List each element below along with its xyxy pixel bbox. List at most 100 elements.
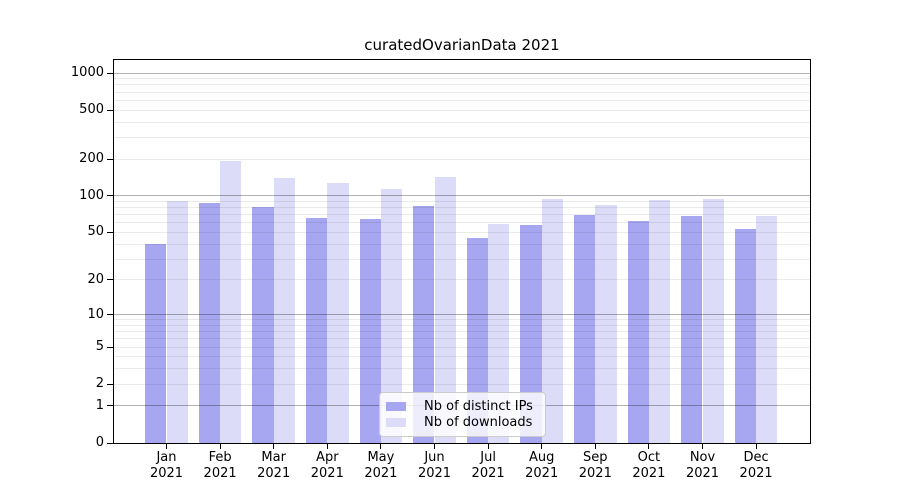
- gridline-minor-60: [114, 222, 810, 224]
- y-tick-50: [107, 231, 113, 233]
- x-tick-year-feb: 2021: [203, 465, 237, 481]
- x-tick-year-apr: 2021: [310, 465, 344, 481]
- bars-layer: [114, 60, 810, 443]
- y-tick-label-2: 2: [95, 376, 104, 392]
- bar-nb-of-distinct-ips-aug: [520, 224, 542, 443]
- x-tick-feb: [219, 444, 221, 449]
- y-tick-100: [107, 195, 113, 197]
- y-tick-label-5: 5: [95, 339, 104, 355]
- x-tick-year-mar: 2021: [257, 465, 291, 481]
- gridline-minor-5: [114, 346, 810, 348]
- y-tick-label-10: 10: [87, 306, 104, 322]
- legend-swatch-downloads: [386, 418, 406, 428]
- gridline-minor-200: [114, 158, 810, 160]
- bar-nb-of-downloads-nov: [702, 199, 724, 443]
- bar-nb-of-distinct-ips-mar: [252, 207, 274, 443]
- x-tick-label-aug: Aug 2021: [514, 450, 570, 481]
- bar-nb-of-distinct-ips-jan: [145, 244, 167, 443]
- x-tick-jun: [434, 444, 435, 449]
- y-tick-label-1000: 1000: [70, 65, 104, 81]
- x-tick-jan: [166, 444, 167, 449]
- gridline-minor-9: [114, 319, 810, 321]
- x-tick-jul: [487, 444, 489, 449]
- chart-title: curatedOvarianData 2021: [364, 36, 560, 54]
- x-tick-label-may: May 2021: [353, 450, 409, 481]
- x-tick-year-aug: 2021: [525, 465, 559, 481]
- y-tick-label-20: 20: [87, 271, 104, 287]
- gridline-minor-40: [114, 243, 810, 245]
- gridline-minor-8: [114, 324, 810, 326]
- gridline-major-100: [114, 195, 810, 197]
- y-tick-200: [107, 158, 113, 160]
- bar-nb-of-downloads-mar: [273, 178, 296, 443]
- bar-nb-of-distinct-ips-nov: [681, 216, 703, 443]
- x-tick-label-jul: Jul 2021: [460, 450, 516, 481]
- gridline-minor-600: [114, 99, 810, 101]
- y-tick-label-100: 100: [79, 187, 104, 203]
- x-tick-mar: [273, 444, 275, 449]
- grid-layer: [114, 60, 810, 443]
- bar-nb-of-distinct-ips-dec: [734, 229, 757, 443]
- x-tick-label-jun: Jun 2021: [407, 450, 463, 481]
- bar-nb-of-downloads-sep: [595, 205, 617, 443]
- y-tick-2: [107, 383, 113, 385]
- legend-swatch-distinct-ips: [386, 401, 406, 411]
- gridline-major-1000: [114, 72, 810, 74]
- bar-nb-of-downloads-jan: [166, 201, 188, 443]
- gridline-minor-20: [114, 279, 810, 281]
- gridline-minor-90: [114, 200, 810, 202]
- gridline-minor-50: [114, 231, 810, 233]
- bar-nb-of-distinct-ips-jun: [413, 205, 435, 443]
- bar-nb-of-downloads-jul: [488, 223, 510, 443]
- bar-nb-of-downloads-dec: [756, 216, 778, 443]
- gridline-minor-300: [114, 136, 810, 138]
- gridline-minor-6: [114, 338, 810, 340]
- x-tick-year-sep: 2021: [578, 465, 612, 481]
- gridline-minor-500: [114, 109, 810, 111]
- y-tick-label-200: 200: [79, 151, 104, 166]
- gridline-minor-400: [114, 121, 810, 123]
- x-tick-year-jul: 2021: [471, 465, 505, 481]
- y-tick-0: [107, 442, 113, 444]
- bar-nb-of-distinct-ips-apr: [305, 217, 328, 443]
- gridline-minor-2: [114, 383, 810, 385]
- x-tick-sep: [594, 444, 596, 449]
- x-tick-label-mar: Mar 2021: [246, 450, 302, 481]
- x-tick-label-feb: Feb 2021: [192, 450, 248, 481]
- gridline-minor-900: [114, 78, 810, 80]
- x-tick-label-apr: Apr 2021: [299, 450, 355, 481]
- legend-label-downloads: Nb of downloads: [424, 415, 533, 431]
- gridline-major-10: [114, 314, 810, 316]
- y-tick-label-1: 1: [95, 397, 104, 413]
- gridline-minor-70: [114, 214, 810, 216]
- gridline-minor-800: [114, 84, 810, 86]
- bar-nb-of-distinct-ips-oct: [627, 221, 649, 443]
- gridline-minor-700: [114, 91, 810, 93]
- x-tick-year-jun: 2021: [417, 465, 452, 481]
- x-tick-dec: [755, 444, 757, 449]
- plot-area: [113, 59, 811, 444]
- x-tick-apr: [326, 444, 328, 449]
- x-tick-aug: [541, 444, 543, 449]
- x-tick-year-jan: 2021: [149, 465, 184, 481]
- x-tick-year-oct: 2021: [632, 465, 666, 481]
- bar-nb-of-distinct-ips-sep: [573, 214, 596, 443]
- y-tick-10: [107, 314, 113, 316]
- bar-nb-of-downloads-may: [380, 189, 403, 443]
- legend: Nb of distinct IPs Nb of downloads: [379, 392, 546, 437]
- legend-item-downloads: Nb of downloads: [386, 415, 537, 431]
- x-tick-label-sep: Sep 2021: [567, 450, 623, 481]
- bar-nb-of-downloads-aug: [541, 199, 564, 443]
- x-tick-year-nov: 2021: [685, 465, 720, 481]
- x-tick-oct: [648, 444, 650, 449]
- y-tick-label-50: 50: [87, 224, 104, 240]
- gridline-minor-7: [114, 331, 810, 333]
- bar-nb-of-downloads-oct: [648, 199, 671, 443]
- bar-nb-of-downloads-jun: [434, 176, 456, 443]
- x-tick-label-nov: Nov 2021: [675, 450, 731, 481]
- gridline-minor-4: [114, 356, 810, 358]
- x-tick-label-dec: Dec 2021: [728, 450, 784, 481]
- legend-item-distinct-ips: Nb of distinct IPs: [386, 398, 537, 414]
- y-tick-1: [107, 405, 113, 407]
